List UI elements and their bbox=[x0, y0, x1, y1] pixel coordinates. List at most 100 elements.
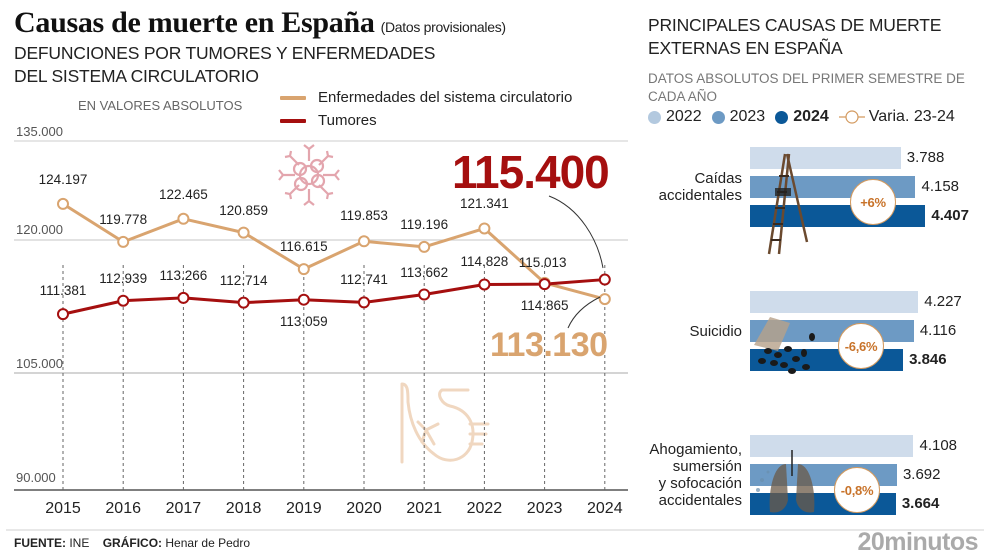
bar-value-label: 3.846 bbox=[909, 351, 947, 368]
bar-value-label: 4.158 bbox=[921, 178, 960, 195]
point-tumores-2019 bbox=[297, 293, 310, 306]
lungs-icon bbox=[752, 450, 832, 525]
x-tick-label: 2024 bbox=[587, 500, 623, 517]
legend-item-circulatorio: Enfermedades del sistema circulatorio bbox=[280, 89, 572, 106]
source-value: INE bbox=[69, 536, 90, 550]
variation-badge: -0,8% bbox=[834, 467, 880, 513]
x-tick-label: 2015 bbox=[45, 500, 81, 517]
category-label-line: Ahogamiento, bbox=[649, 441, 742, 458]
right-panel-subtitle: DATOS ABSOLUTOS DEL PRIMER SEMESTRE DE C… bbox=[648, 71, 965, 104]
point-tumores-2015 bbox=[57, 308, 69, 321]
point-tumores-2023 bbox=[538, 278, 551, 291]
data-label-circulatorio: 124.197 bbox=[38, 171, 88, 187]
point-circulatorio-2019 bbox=[297, 263, 310, 276]
category-label-line: Suicidio bbox=[689, 322, 742, 340]
x-tick-label: 2021 bbox=[406, 500, 442, 517]
data-label-circulatorio: 122.465 bbox=[158, 186, 208, 202]
data-label-circulatorio: 116.615 bbox=[279, 239, 328, 255]
point-circulatorio-2016 bbox=[117, 235, 130, 248]
legend-item-2022: 2022 bbox=[648, 108, 702, 126]
bar-2022 bbox=[750, 291, 919, 313]
category-label: Ahogamiento, sumersión y sofocación acciden… bbox=[649, 441, 742, 509]
point-tumores-2021 bbox=[418, 288, 431, 301]
bar-value-label: 4.407 bbox=[931, 207, 969, 224]
legend-swatch-tumores bbox=[280, 118, 306, 123]
bar-value-label: 3.664 bbox=[901, 495, 940, 512]
variation-badge: +6% bbox=[850, 179, 896, 225]
x-tick-label: 2016 bbox=[105, 500, 141, 517]
y-tick-label: 105.000 bbox=[16, 356, 63, 371]
x-tick-label: 2023 bbox=[526, 500, 563, 517]
point-circulatorio-2020 bbox=[358, 235, 370, 248]
x-tick-label: 2017 bbox=[165, 500, 202, 517]
units-label: EN VALORES ABSOLUTOS bbox=[78, 98, 243, 113]
category-label-line: accidentales bbox=[658, 492, 742, 509]
legend-dot-2023 bbox=[711, 110, 725, 124]
bar-value-label: 3.788 bbox=[906, 149, 945, 166]
legend-label: Enfermedades del sistema circulatorio bbox=[318, 89, 573, 106]
y-tick-label: 120.000 bbox=[16, 222, 63, 237]
graphic-value: Henar de Pedro bbox=[165, 536, 251, 550]
legend-dot-2024 bbox=[775, 110, 789, 124]
variation-badge: -6,6% bbox=[838, 323, 884, 369]
x-tick-label: 2022 bbox=[466, 500, 503, 517]
point-circulatorio-2021 bbox=[418, 240, 431, 253]
virus-icon bbox=[278, 144, 340, 206]
bar-value-label: 4.227 bbox=[924, 293, 962, 310]
point-tumores-2024 bbox=[598, 273, 611, 286]
point-tumores-2016 bbox=[117, 294, 130, 307]
data-label-tumores: 113.059 bbox=[279, 313, 328, 329]
point-circulatorio-2018 bbox=[237, 226, 250, 239]
x-tick-label: 2020 bbox=[346, 500, 382, 517]
x-tick-label: 2018 bbox=[225, 500, 262, 517]
footer-credits: FUENTE: INE GRÁFICO: Henar de Pedro bbox=[14, 536, 250, 550]
bar-2022 bbox=[750, 435, 914, 457]
category-label-line: accidentales bbox=[658, 187, 742, 204]
point-tumores-2017 bbox=[177, 291, 190, 304]
data-label-circulatorio: 119.778 bbox=[99, 211, 148, 227]
data-label-tumores: 112.714 bbox=[219, 272, 268, 288]
legend-label: 2023 bbox=[729, 108, 766, 125]
bar-value-label: 4.108 bbox=[919, 437, 958, 454]
legend-item-variation: Varia. 23-24 bbox=[838, 108, 955, 126]
point-circulatorio-2024 bbox=[598, 293, 611, 306]
chart-subtitle: DEFUNCIONES POR TUMORES Y ENFERMEDADES D… bbox=[14, 43, 436, 86]
category-label-line: y sofocación bbox=[658, 475, 742, 492]
footer-divider bbox=[6, 529, 984, 531]
data-label-tumores: 113.662 bbox=[400, 264, 449, 280]
ladder-icon bbox=[763, 150, 813, 265]
legend-swatch-circulatorio bbox=[280, 95, 306, 100]
leader-line-tumores bbox=[548, 195, 604, 269]
chart-title: Causas de muerte en España (Datos provisi… bbox=[14, 6, 506, 40]
data-label-tumores: 114.865 bbox=[520, 298, 569, 314]
y-tick-label: 135.000 bbox=[16, 124, 63, 139]
legend-item-2023: 2023 bbox=[711, 108, 766, 126]
series-line-tumores bbox=[62, 278, 605, 316]
category-label: Suicidio bbox=[689, 323, 742, 340]
data-label-circulatorio: 119.196 bbox=[400, 216, 449, 232]
legend-item-2024: 2024 bbox=[775, 108, 829, 126]
category-label-line: sumersión bbox=[672, 458, 742, 475]
leader-line-circulatorio bbox=[567, 296, 601, 329]
legend-label: Tumores bbox=[318, 112, 377, 129]
category-label: Caídas accidentales bbox=[659, 170, 742, 204]
highlight-value-tumores: 115.400 bbox=[452, 146, 610, 198]
bar-value-label: 3.692 bbox=[902, 466, 941, 483]
bar-value-label: 4.116 bbox=[919, 322, 957, 339]
data-label-tumores: 111.381 bbox=[39, 283, 87, 299]
right-panel-title: PRINCIPALES CAUSAS DE MUERTE EXTERNAS EN… bbox=[648, 15, 942, 58]
highlight-value-circulatorio: 113.130 bbox=[490, 326, 608, 364]
legend-label: 2024 bbox=[793, 108, 829, 125]
source-label: FUENTE: bbox=[14, 536, 66, 550]
pills-icon bbox=[748, 315, 828, 380]
line-chart bbox=[14, 140, 628, 491]
point-tumores-2020 bbox=[358, 296, 370, 309]
brand-logo: 20minutos bbox=[857, 528, 978, 556]
data-label-tumores: 113.266 bbox=[159, 267, 208, 283]
variation-circle-icon bbox=[838, 110, 865, 124]
y-tick-label: 90.000 bbox=[16, 470, 56, 485]
heart-icon bbox=[400, 382, 490, 464]
bar-legend: 2022 2023 2024 Varia. 23-24 bbox=[648, 108, 965, 126]
point-circulatorio-2017 bbox=[177, 212, 190, 225]
data-label-circulatorio: 119.853 bbox=[340, 208, 388, 224]
